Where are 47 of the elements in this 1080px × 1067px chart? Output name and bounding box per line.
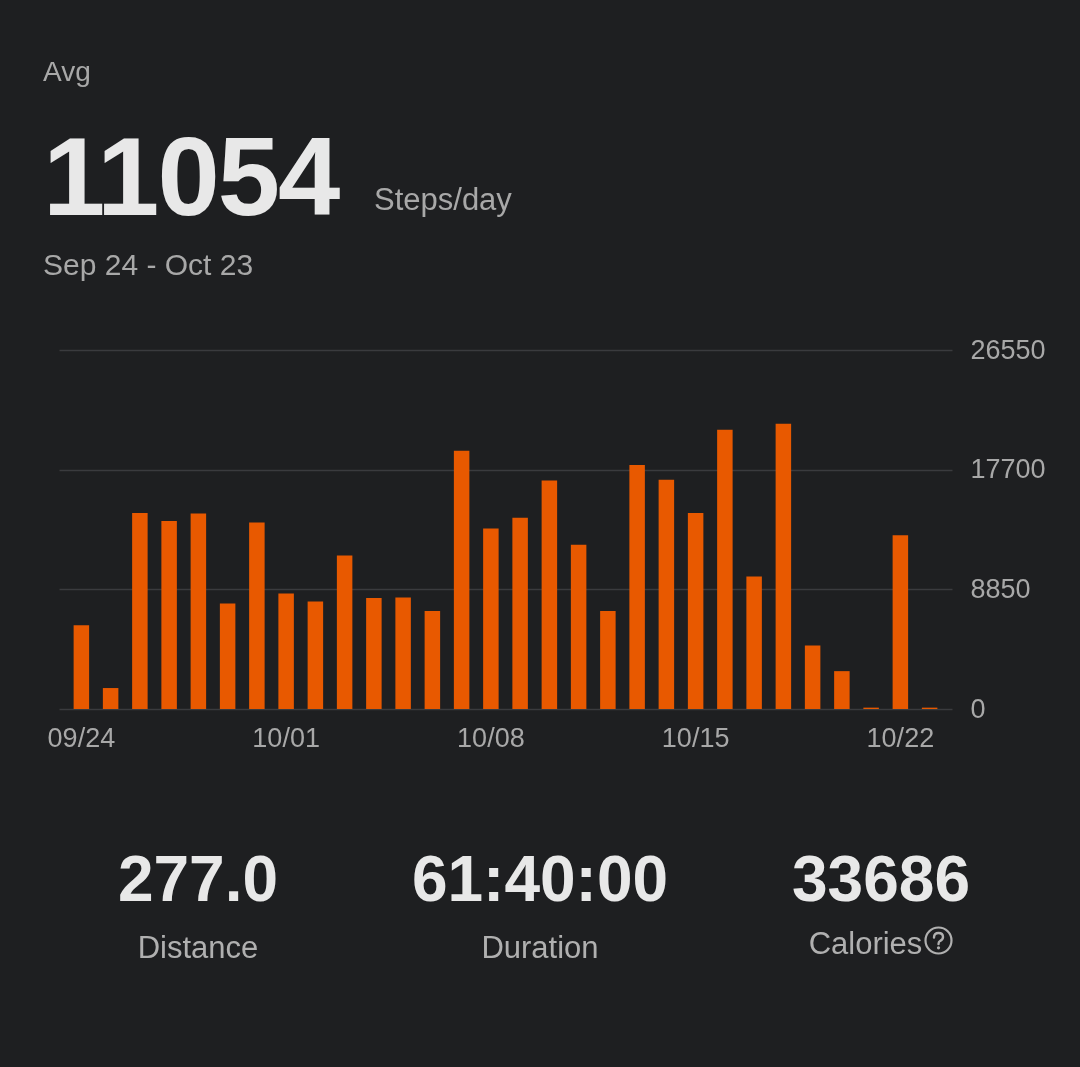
bar — [73, 625, 90, 709]
bar — [395, 597, 411, 709]
x-tick-label: 10/22 — [866, 722, 935, 753]
bar — [600, 610, 616, 709]
bar — [190, 513, 207, 709]
bar — [512, 517, 528, 709]
chart-title: 11054 — [43, 113, 339, 241]
bar — [336, 555, 353, 709]
bar — [775, 423, 792, 709]
bar — [629, 464, 645, 709]
x-tick-label: 09/24 — [47, 722, 116, 753]
bar — [453, 450, 470, 709]
bar — [132, 512, 148, 709]
bar — [834, 671, 850, 709]
text: 33686 — [791, 842, 971, 916]
bar — [746, 576, 762, 709]
bar — [717, 429, 733, 709]
bar — [570, 544, 587, 709]
chart-subtitle: Sep 24 - Oct 23 — [43, 248, 254, 282]
bar — [483, 528, 499, 709]
y-tick-label: 8850 — [970, 573, 1031, 604]
y-tick-label: 17700 — [970, 454, 1046, 485]
bar — [366, 598, 382, 709]
bar — [804, 645, 821, 709]
x-tick-label: 10/15 — [661, 722, 730, 753]
bar — [541, 480, 558, 709]
x-tick-label: 10/08 — [457, 722, 525, 753]
text: Steps/day — [374, 182, 512, 218]
bar — [658, 479, 675, 709]
text: 61:40:00 — [410, 842, 670, 916]
text: Avg — [43, 56, 91, 88]
bar — [424, 610, 441, 709]
bar — [219, 603, 236, 709]
y-tick-label: 26550 — [970, 334, 1046, 365]
bar — [687, 512, 704, 709]
text: Duration — [481, 930, 599, 965]
x-tick-label: 10/01 — [252, 722, 320, 753]
text: 277.0 — [116, 842, 280, 916]
bar — [249, 522, 265, 709]
bar — [161, 521, 177, 709]
bar — [892, 535, 909, 709]
bar — [278, 593, 294, 709]
text: Distance — [137, 930, 259, 965]
y-tick-label: 0 — [970, 693, 986, 724]
bar — [307, 601, 324, 709]
bar — [102, 688, 119, 709]
text: Calories — [808, 926, 923, 961]
